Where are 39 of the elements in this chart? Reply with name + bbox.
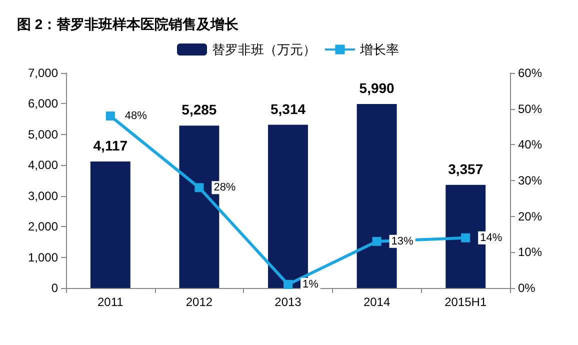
point (106, 112, 115, 120)
x-tick-label: 2012 (186, 295, 213, 309)
y2-tick-label: 0% (518, 281, 536, 295)
bar (90, 162, 130, 288)
y-tick-label: 4,000 (28, 158, 58, 172)
data-label: 3,357 (448, 160, 484, 177)
chart-title: 图 2：替罗非班样本医院销售及增长 (17, 16, 240, 32)
y2-tick-label: 20% (518, 209, 542, 224)
x-tick-label: 2015H1 (444, 295, 487, 309)
data-label: 14% (480, 232, 502, 244)
data-label: 13% (391, 235, 414, 248)
data-label: 5,990 (359, 80, 395, 96)
data-label: 1% (302, 278, 319, 290)
x-tick-label: 2011 (97, 295, 124, 309)
y-tick-label: 7,000 (28, 66, 58, 80)
y2-tick-label: 30% (518, 174, 542, 188)
y2-tick-label: 60% (518, 66, 542, 80)
y2-tick-label: 10% (518, 245, 542, 260)
data-label: 48% (124, 110, 148, 122)
x-tick-label: 2014 (363, 295, 390, 309)
data-label: 5,314 (270, 100, 306, 117)
y-tick-label: 5,000 (28, 127, 58, 142)
y-tick-label: 3,000 (28, 188, 58, 203)
data-label: 5,285 (182, 102, 217, 118)
point (372, 236, 382, 246)
y-tick-label: 1,000 (28, 250, 58, 264)
point (461, 233, 470, 242)
legend-label: 替罗非班（万元） (212, 42, 316, 57)
y-tick-label: 2,000 (28, 220, 58, 234)
y-tick-label: 6,000 (28, 96, 58, 111)
data-label: 28% (214, 182, 236, 194)
data-label: 4,117 (93, 138, 128, 154)
x-tick-label: 2013 (274, 295, 302, 309)
y2-tick-label: 40% (518, 138, 542, 152)
y2-tick-label: 50% (518, 102, 542, 116)
point (284, 280, 292, 289)
point (194, 183, 204, 192)
y-tick-label: 0 (51, 281, 58, 295)
legend-label: 增长率 (359, 42, 399, 57)
